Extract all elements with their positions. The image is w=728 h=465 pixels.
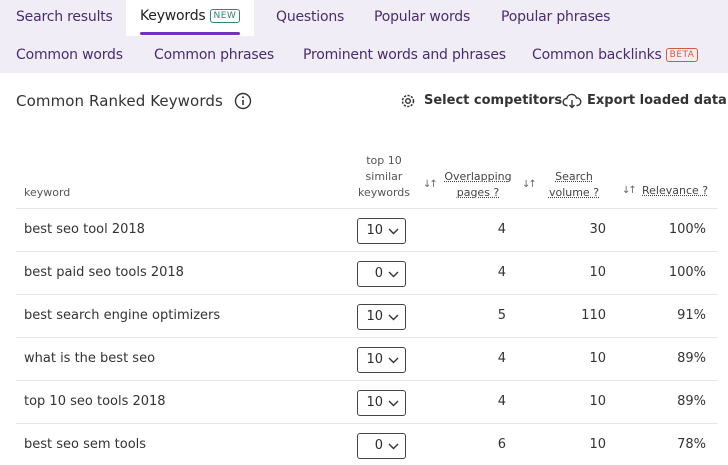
relevance-cell: 100% <box>669 222 706 237</box>
tab-label: Prominent words and phrases <box>303 47 506 63</box>
keyword-cell: best search engine optimizers <box>24 308 220 323</box>
top10-select[interactable]: 10 <box>357 347 406 373</box>
relevance-cell: 100% <box>669 265 706 280</box>
tab-label: Questions <box>276 9 344 25</box>
tab-prominent-words-and-phrases[interactable]: Prominent words and phrases <box>303 47 506 63</box>
header-line: volume ? <box>544 185 604 201</box>
select-competitors-label: Select competitors <box>424 93 562 108</box>
select-competitors-button[interactable]: Select competitors <box>424 93 562 108</box>
top10-select[interactable]: 0 <box>357 433 406 459</box>
top10-select[interactable]: 10 <box>357 390 406 416</box>
tab-label: Popular words <box>374 9 470 25</box>
tab-label: Common phrases <box>154 47 274 63</box>
tab-keywords[interactable]: Keywords NEW <box>126 0 254 36</box>
header-line: Overlapping <box>440 169 516 185</box>
sort-icon[interactable]: ↓↑ <box>622 185 635 196</box>
select-value: 10 <box>366 309 383 324</box>
chevron-down-icon <box>388 228 399 235</box>
header-line: Search <box>544 169 604 185</box>
tab-questions[interactable]: Questions <box>276 9 344 25</box>
search-volume-cell: 10 <box>589 437 606 452</box>
relevance-cell: 89% <box>677 394 706 409</box>
column-header-search-volume[interactable]: Search volume ? <box>544 169 604 201</box>
overlapping-pages-cell: 6 <box>498 437 506 452</box>
select-value: 0 <box>375 438 383 453</box>
table-row: top 10 seo tools 2018 10 4 10 89% <box>16 380 718 423</box>
search-volume-cell: 10 <box>589 265 606 280</box>
overlapping-pages-cell: 4 <box>498 265 506 280</box>
select-value: 10 <box>366 223 383 238</box>
search-volume-cell: 10 <box>589 394 606 409</box>
chevron-down-icon <box>388 314 399 321</box>
keyword-cell: top 10 seo tools 2018 <box>24 394 166 409</box>
search-volume-cell: 110 <box>581 308 606 323</box>
overlapping-pages-cell: 4 <box>498 394 506 409</box>
select-value: 10 <box>366 395 383 410</box>
sort-icon[interactable]: ↓↑ <box>423 179 436 190</box>
tab-label: Common backlinks <box>532 47 662 63</box>
tab-search-results[interactable]: Search results <box>16 9 113 25</box>
new-badge: NEW <box>210 9 241 23</box>
column-header-relevance[interactable]: Relevance ? <box>642 183 708 199</box>
active-tab-indicator <box>140 32 240 35</box>
top10-select[interactable]: 10 <box>357 218 406 244</box>
relevance-cell: 89% <box>677 351 706 366</box>
export-label: Export loaded data <box>587 93 727 108</box>
table-row: best search engine optimizers 10 5 110 9… <box>16 294 718 337</box>
tab-label: Keywords <box>140 8 206 24</box>
gear-icon <box>399 92 417 110</box>
top10-select[interactable]: 0 <box>357 261 406 287</box>
header-line: pages ? <box>440 185 516 201</box>
keyword-cell: best seo tool 2018 <box>24 222 145 237</box>
column-header-top10: top 10 similar keywords <box>352 153 416 201</box>
header-line: keywords <box>352 185 416 201</box>
header-line: similar <box>352 169 416 185</box>
search-volume-cell: 10 <box>589 351 606 366</box>
select-value: 10 <box>366 352 383 367</box>
keyword-cell: what is the best seo <box>24 351 155 366</box>
tab-navigation: Search results Keywords NEW Questions Pop… <box>0 0 728 73</box>
search-volume-cell: 30 <box>589 222 606 237</box>
sort-icon[interactable]: ↓↑ <box>522 179 535 190</box>
info-circle-icon[interactable] <box>234 92 252 110</box>
select-value: 0 <box>375 266 383 281</box>
tab-common-backlinks[interactable]: Common backlinks BETA <box>532 47 698 63</box>
tab-label: Common words <box>16 47 123 63</box>
column-header-keyword: keyword <box>24 185 70 201</box>
tab-popular-phrases[interactable]: Popular phrases <box>501 9 610 25</box>
table-row: best paid seo tools 2018 0 4 10 100% <box>16 251 718 294</box>
overlapping-pages-cell: 4 <box>498 351 506 366</box>
column-header-overlapping-pages[interactable]: Overlapping pages ? <box>440 169 516 201</box>
keyword-cell: best seo sem tools <box>24 437 146 452</box>
section-title: Common Ranked Keywords <box>16 92 223 110</box>
chevron-down-icon <box>388 443 399 450</box>
chevron-down-icon <box>388 271 399 278</box>
table-row: best seo tool 2018 10 4 30 100% <box>16 208 718 251</box>
table-row: what is the best seo 10 4 10 89% <box>16 337 718 380</box>
header-line: top 10 <box>352 153 416 169</box>
overlapping-pages-cell: 4 <box>498 222 506 237</box>
tab-label: Popular phrases <box>501 9 610 25</box>
keyword-cell: best paid seo tools 2018 <box>24 265 184 280</box>
tab-common-phrases[interactable]: Common phrases <box>154 47 274 63</box>
top10-select[interactable]: 10 <box>357 304 406 330</box>
chevron-down-icon <box>388 400 399 407</box>
tab-label: Search results <box>16 9 113 25</box>
export-loaded-data-button[interactable]: Export loaded data <box>587 93 727 108</box>
tab-common-words[interactable]: Common words <box>16 47 123 63</box>
cloud-download-icon <box>562 92 582 110</box>
table-row: best seo sem tools 0 6 10 78% <box>16 423 718 465</box>
relevance-cell: 78% <box>677 437 706 452</box>
beta-badge: BETA <box>666 48 699 62</box>
chevron-down-icon <box>388 357 399 364</box>
relevance-cell: 91% <box>677 308 706 323</box>
overlapping-pages-cell: 5 <box>498 308 506 323</box>
tab-popular-words[interactable]: Popular words <box>374 9 470 25</box>
